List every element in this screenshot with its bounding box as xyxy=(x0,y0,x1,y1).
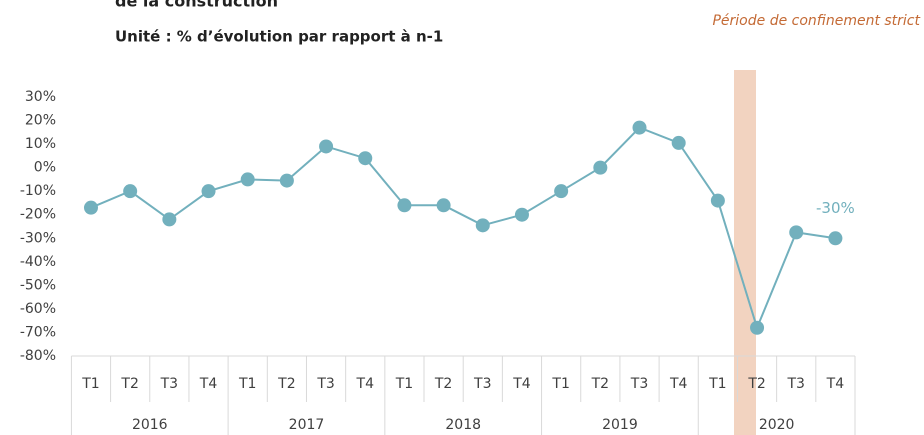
x-tick-label: T1 xyxy=(395,376,413,392)
y-tick-label: -60% xyxy=(20,301,56,317)
point xyxy=(83,200,98,215)
y-tick-label: -30% xyxy=(20,230,56,246)
annotation: Période de confinement strict xyxy=(712,13,920,29)
x-tick-label: T2 xyxy=(277,376,295,392)
point xyxy=(828,231,843,246)
group-label: 2017 xyxy=(289,417,325,433)
point xyxy=(750,320,765,335)
point xyxy=(358,151,373,166)
point xyxy=(240,172,255,187)
x-tick-label: T1 xyxy=(81,376,99,392)
x-tick-label: T4 xyxy=(199,376,218,392)
y-tick-label: -70% xyxy=(20,324,56,340)
x-tick-label: T3 xyxy=(630,376,648,392)
x-tick-label: T4 xyxy=(512,376,531,392)
x-tick-label: T2 xyxy=(747,376,765,392)
x-tick-label: T4 xyxy=(356,376,375,392)
point xyxy=(123,184,138,199)
x-tick-label: T3 xyxy=(786,376,804,392)
point xyxy=(201,184,216,199)
group-label: 2016 xyxy=(132,417,168,433)
point xyxy=(436,198,451,213)
point xyxy=(397,198,412,213)
point xyxy=(632,120,647,135)
chart-title: de la construction xyxy=(115,0,278,11)
point xyxy=(554,184,569,199)
point xyxy=(162,212,177,227)
point xyxy=(593,160,608,175)
y-tick-label: -20% xyxy=(20,207,56,223)
point xyxy=(514,207,529,222)
x-tick-label: T1 xyxy=(551,376,569,392)
y-tick-label: 0% xyxy=(34,160,56,176)
data-label: -30% xyxy=(816,199,855,217)
y-tick-label: 10% xyxy=(25,136,56,152)
confinement-band xyxy=(734,70,756,435)
y-tick-label: 20% xyxy=(25,113,56,129)
group-label: 2020 xyxy=(759,417,795,433)
point xyxy=(789,225,804,240)
y-tick-label: -10% xyxy=(20,183,56,199)
y-tick-label: -80% xyxy=(20,348,56,364)
point xyxy=(319,139,334,154)
y-tick-label: -40% xyxy=(20,254,56,270)
y-tick-label: 30% xyxy=(25,89,56,105)
x-tick-label: T3 xyxy=(316,376,334,392)
point xyxy=(475,218,490,233)
x-tick-label: T2 xyxy=(120,376,138,392)
x-tick-label: T1 xyxy=(708,376,726,392)
x-tick-label: T1 xyxy=(238,376,256,392)
group-label: 2019 xyxy=(602,417,638,433)
x-tick-label: T4 xyxy=(826,376,845,392)
point xyxy=(279,173,294,188)
x-tick-label: T3 xyxy=(160,376,178,392)
x-tick-label: T3 xyxy=(473,376,491,392)
y-tick-label: -50% xyxy=(20,277,56,293)
point xyxy=(671,135,686,150)
x-tick-label: T4 xyxy=(669,376,688,392)
point xyxy=(710,193,725,208)
group-label: 2018 xyxy=(445,417,481,433)
x-tick-label: T2 xyxy=(434,376,452,392)
series-line xyxy=(90,126,836,331)
chart-subtitle: Unité : % d’évolution par rapport à n-1 xyxy=(115,28,443,46)
x-tick-label: T2 xyxy=(591,376,609,392)
